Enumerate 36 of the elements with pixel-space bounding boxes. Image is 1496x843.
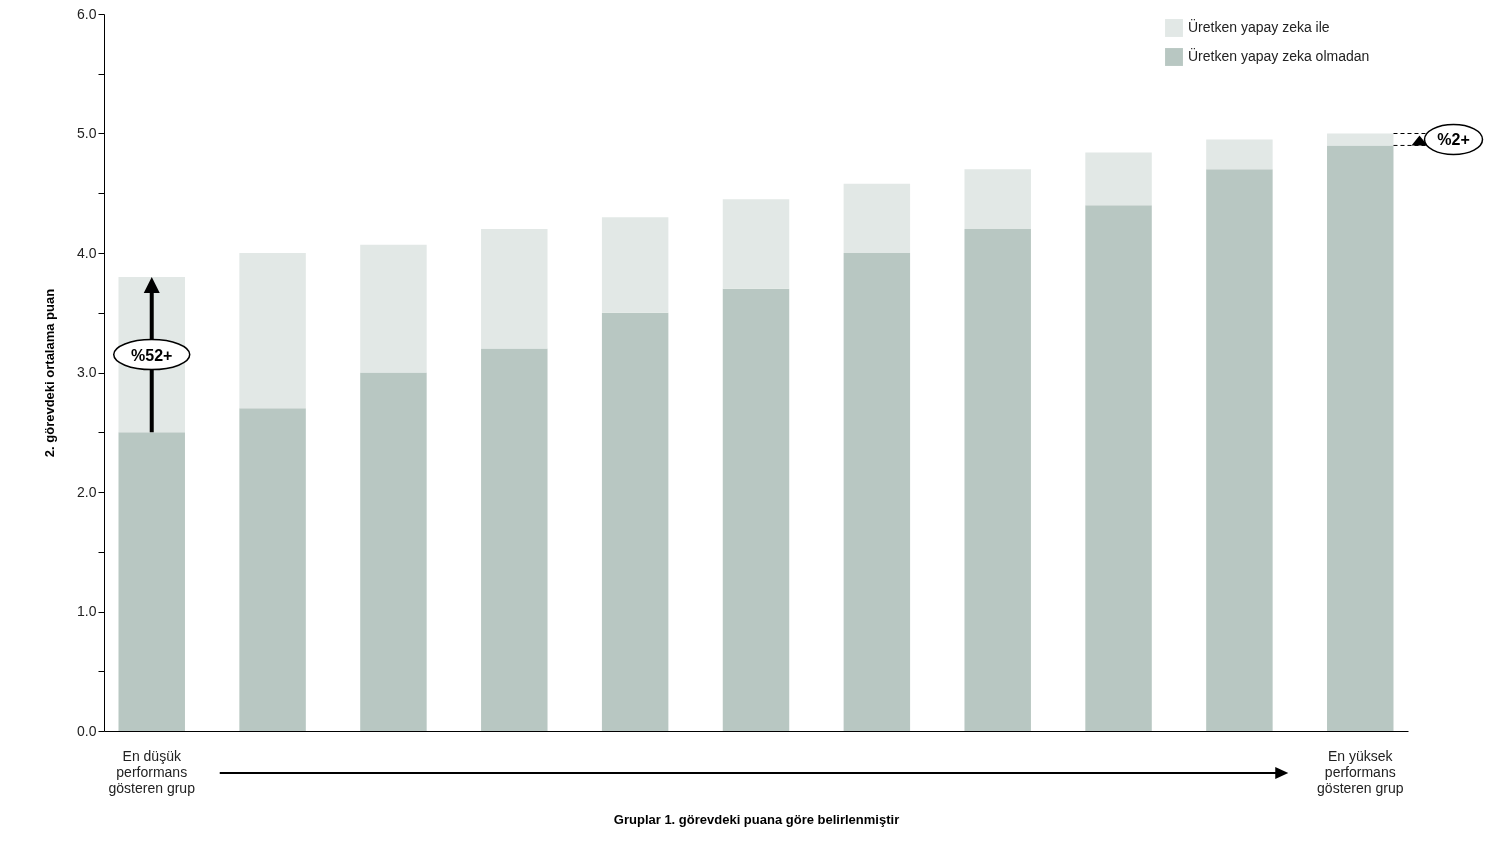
bar: [239, 253, 306, 409]
text: %2+: [1437, 131, 1470, 149]
bar: [722, 199, 790, 289]
bar: [481, 229, 548, 349]
y-tick-label: 5.0: [77, 125, 97, 141]
bar: [964, 169, 1031, 230]
y-tick-label: 1.0: [77, 603, 97, 619]
bar: [601, 312, 669, 731]
y-tick-label: 0.0: [77, 722, 97, 739]
bar: [1085, 205, 1152, 731]
y-tick-label: 4.0: [77, 244, 97, 261]
bar: [1206, 169, 1273, 731]
legend-label: Üretken yapay zeka ile: [1188, 18, 1330, 35]
bar: [360, 372, 427, 731]
legend-label: Üretken yapay zeka olmadan: [1188, 47, 1370, 64]
bar: [601, 217, 669, 313]
bar: [964, 229, 1031, 731]
y-axis-title: 2. görevdeki ortalama puan: [42, 288, 58, 458]
x-tick-label: En yüksek performans gösteren grup: [1317, 747, 1404, 796]
bar: [1206, 139, 1273, 170]
bar: [1327, 133, 1394, 146]
x-axis-title: Gruplar 1. görevdeki puana göre belirlenmiştir: [613, 811, 900, 827]
bar: [1327, 145, 1394, 731]
bar: [722, 288, 790, 731]
bar: [1085, 152, 1152, 206]
bar: [843, 183, 911, 253]
bar: [118, 432, 185, 731]
bar: [360, 244, 427, 373]
annotation: %52+: [131, 346, 173, 364]
bar: [481, 348, 548, 731]
y-tick-label: 6.0: [77, 5, 97, 22]
y-tick-label: 3.0: [77, 364, 97, 380]
bar: [239, 408, 306, 731]
bar: [843, 253, 911, 731]
y-tick-label: 2.0: [77, 483, 97, 500]
x-tick-label: En düşük performans gösteren grup: [108, 747, 196, 796]
